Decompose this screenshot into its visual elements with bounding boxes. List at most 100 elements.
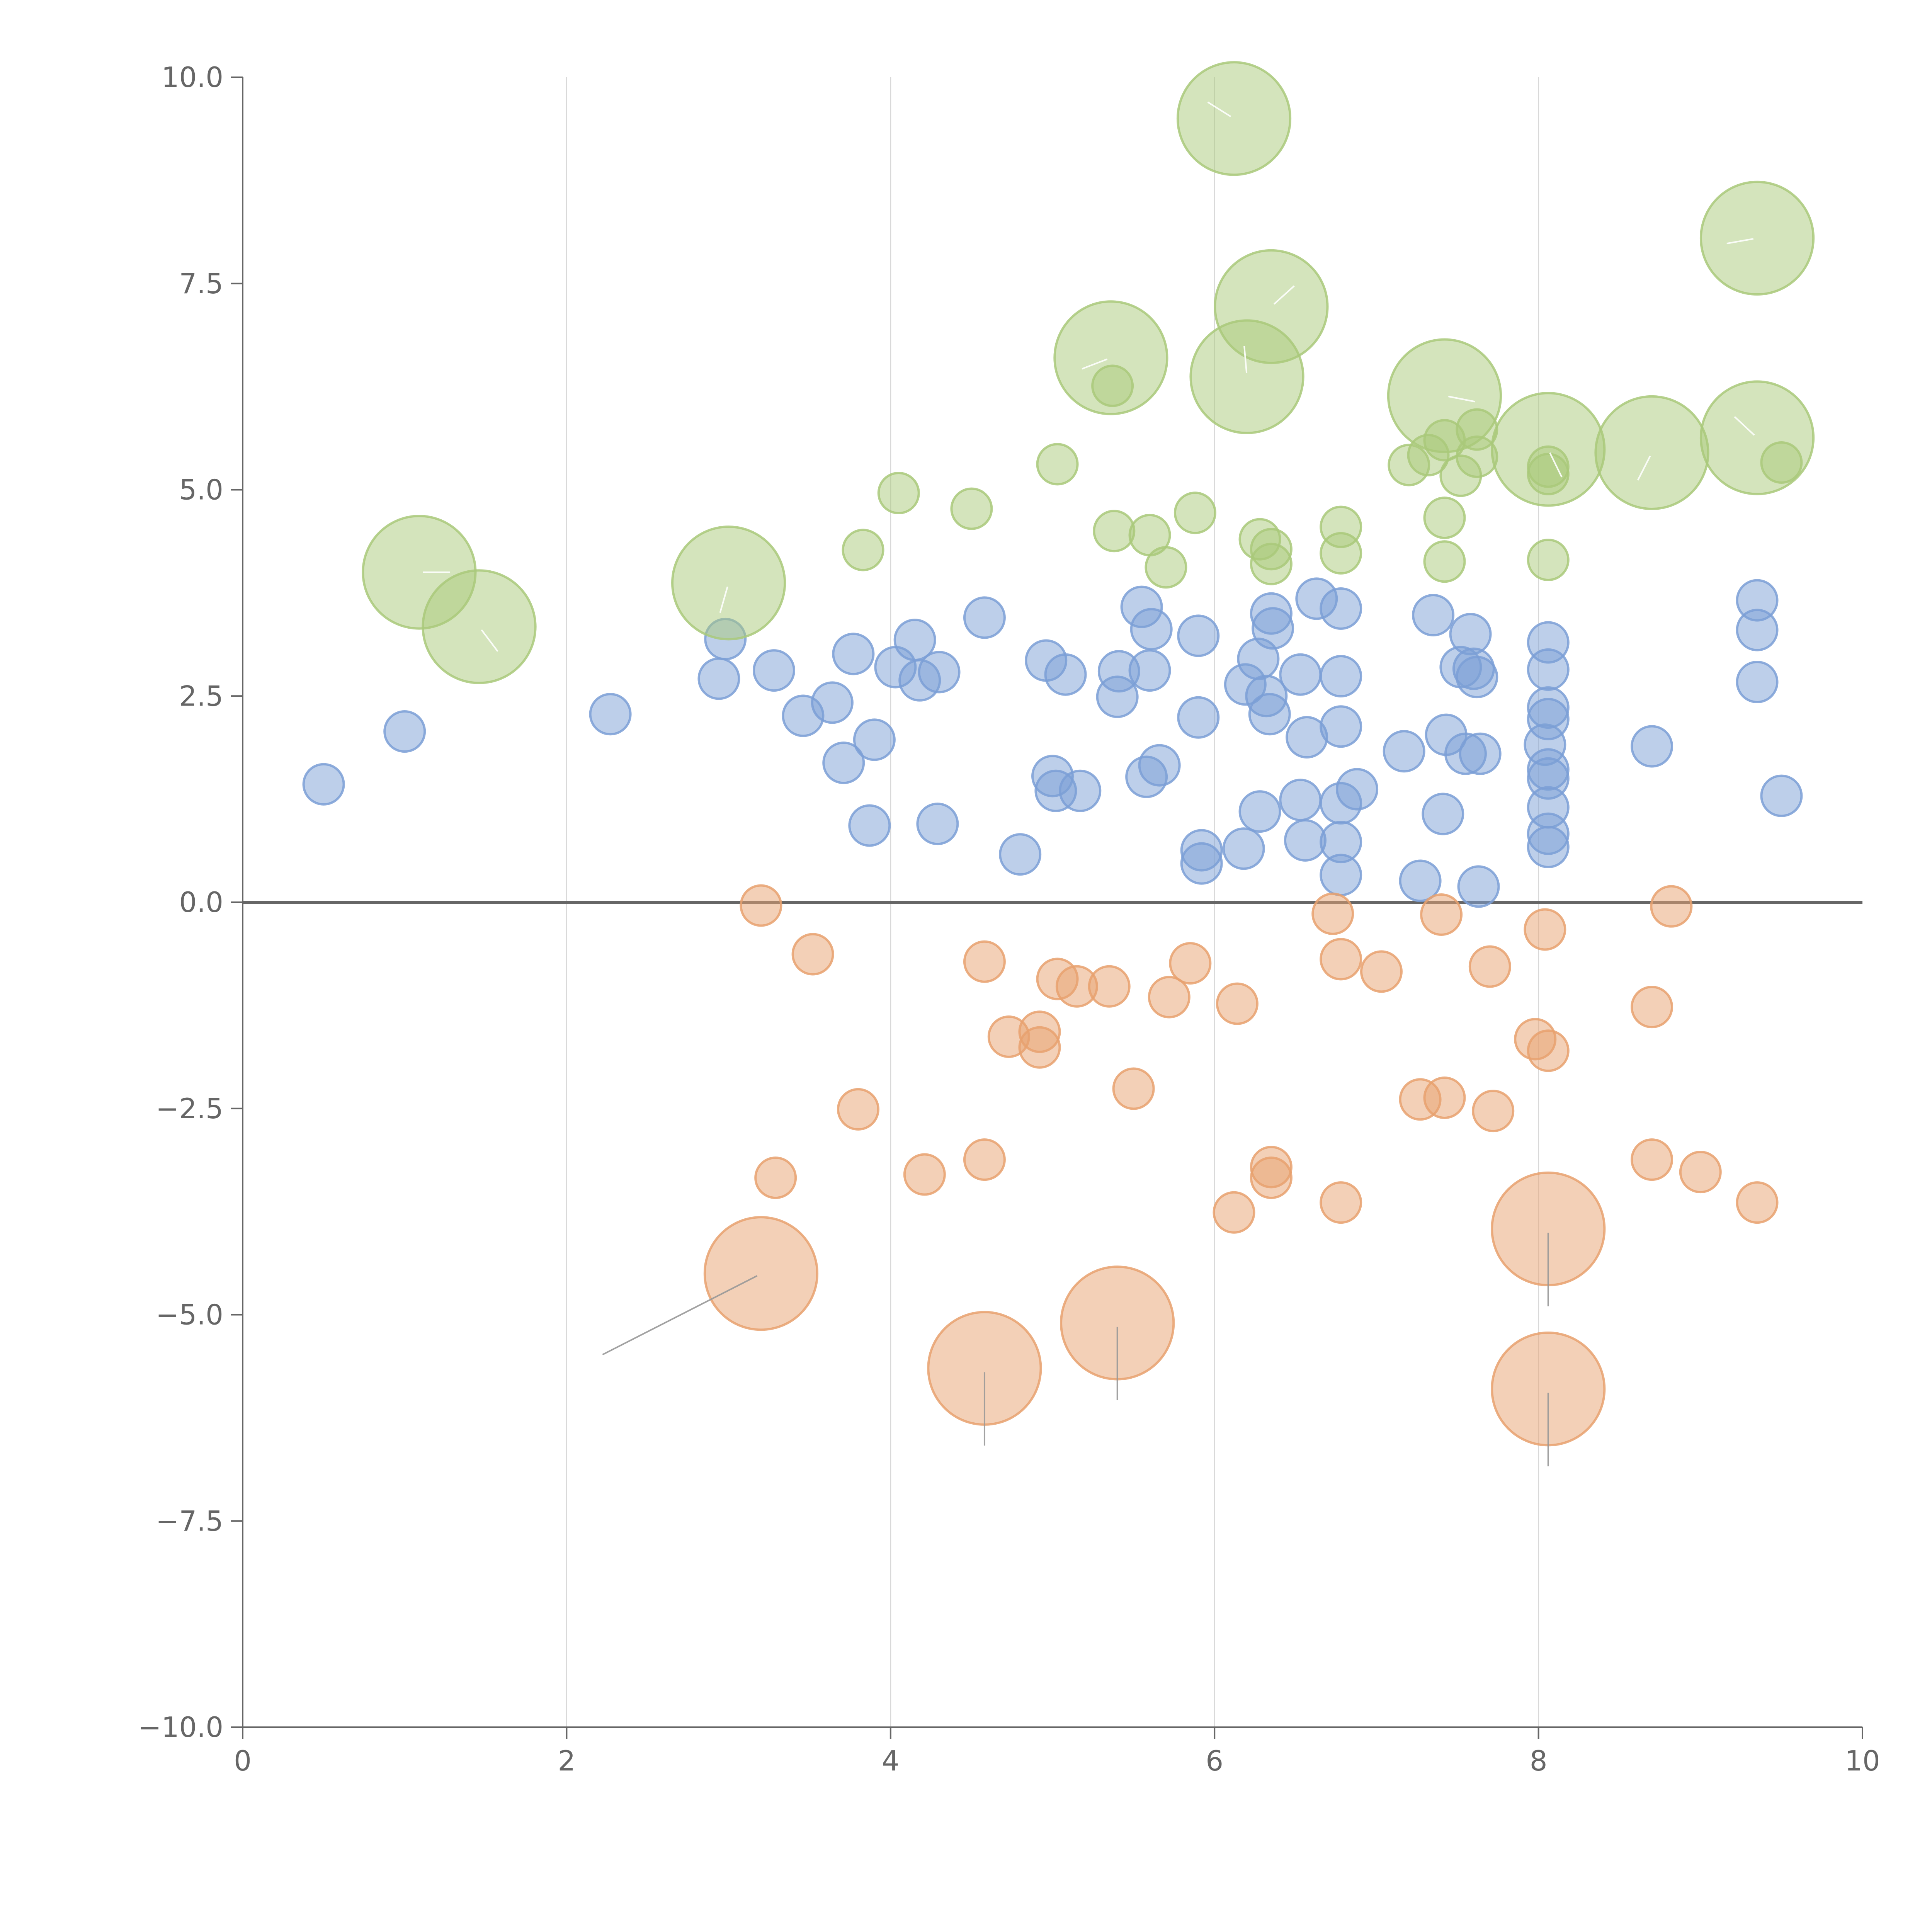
orange-bubble <box>1018 1026 1061 1069</box>
green-bubble <box>877 472 920 515</box>
green-bubble <box>1214 249 1329 364</box>
blue-bubble <box>1177 696 1220 739</box>
orange-bubble <box>1148 976 1190 1019</box>
green-bubble <box>1527 538 1570 581</box>
orange-bubble <box>740 884 782 927</box>
x-tick-label: 2 <box>558 1745 575 1777</box>
blue-bubble <box>1238 790 1281 833</box>
orange-bubble <box>1631 1138 1673 1181</box>
blue-bubble <box>302 763 345 806</box>
blue-bubble <box>1456 656 1498 699</box>
y-tick-label: 2.5 <box>179 680 223 712</box>
blue-bubble <box>1284 819 1327 862</box>
orange-bubble <box>1088 965 1131 1008</box>
blue-bubble <box>752 649 795 692</box>
blue-bubble <box>1736 609 1779 651</box>
blue-bubble <box>1320 587 1362 630</box>
green-bubble <box>1036 443 1079 486</box>
green-leader-line <box>1734 416 1755 436</box>
blue-bubble <box>1527 698 1570 741</box>
blue-bubble <box>1422 793 1464 835</box>
blue-bubble <box>1177 614 1220 657</box>
blue-bubble <box>1279 779 1322 821</box>
blue-bubble <box>1457 865 1500 908</box>
blue-bubble <box>916 803 959 845</box>
orange-bubble <box>1320 938 1362 981</box>
orange-bubble <box>1679 1151 1722 1194</box>
orange-bubble <box>1527 1029 1570 1072</box>
y-tick-label: 7.5 <box>179 267 223 300</box>
green-bubble <box>1423 497 1466 539</box>
green-leader-line <box>1549 452 1563 478</box>
y-tick-label: 5.0 <box>179 474 223 506</box>
blue-bubble <box>832 633 875 675</box>
green-leader-line <box>1637 456 1651 481</box>
green-bubble <box>1093 510 1136 553</box>
green-leader-line <box>481 629 498 652</box>
green-leader-line <box>1274 285 1295 305</box>
orange-bubble <box>1360 950 1403 993</box>
blue-bubble <box>918 651 961 694</box>
green-leader-line <box>719 586 728 613</box>
blue-bubble <box>999 833 1042 876</box>
blue-bubble <box>1128 649 1171 692</box>
blue-bubble <box>1336 768 1379 811</box>
blue-bubble <box>1222 827 1265 870</box>
green-bubble <box>1320 532 1362 575</box>
green-bubble <box>422 569 537 684</box>
points-layer <box>302 61 1815 1447</box>
green-leader-line <box>1243 346 1248 373</box>
orange-bubble <box>1524 908 1566 951</box>
blue-bubble <box>1412 594 1455 637</box>
orange-bubble <box>1169 942 1212 985</box>
blue-bubble <box>1044 653 1087 696</box>
orange-bubble <box>1320 1181 1362 1224</box>
orange-bubble <box>791 933 834 976</box>
green-bubble <box>1091 364 1134 407</box>
green-bubble <box>950 487 993 530</box>
blue-bubble <box>1130 608 1173 651</box>
blue-bubble <box>383 710 426 753</box>
blue-bubble <box>853 718 896 761</box>
blue-bubble <box>1138 744 1181 787</box>
green-leader-line <box>1082 358 1108 370</box>
green-leader-line <box>1207 101 1231 117</box>
green-bubble <box>1423 540 1466 583</box>
orange-bubble <box>1423 1076 1466 1119</box>
y-tick-label: −5.0 <box>156 1299 223 1331</box>
blue-bubble <box>1320 655 1362 698</box>
blue-bubble <box>1736 660 1779 703</box>
leaders-layer <box>423 101 1755 1466</box>
orange-bubble <box>754 1156 797 1199</box>
orange-leader-line <box>602 1275 758 1355</box>
orange-bubble <box>837 1088 879 1131</box>
green-bubble <box>1527 452 1570 495</box>
blue-bubble <box>1252 607 1294 650</box>
orange-bubble <box>1216 982 1259 1025</box>
y-tick-label: 0.0 <box>179 886 223 918</box>
orange-bubble <box>1112 1067 1155 1110</box>
green-bubble <box>1699 180 1815 296</box>
orange-bubble <box>1468 945 1511 988</box>
blue-bubble <box>697 657 740 700</box>
ticks-layer: 0 2 4 6 8 10 10.0 7.5 5.0 2.5 0.0 −2.5 −5.0 −7.5 −10.0 <box>138 61 1880 1777</box>
orange-bubble <box>1631 986 1673 1029</box>
y-tick-label: −2.5 <box>156 1092 223 1125</box>
blue-bubble <box>1320 705 1362 748</box>
blue-bubble <box>1320 854 1362 896</box>
green-bubble <box>1176 61 1292 176</box>
blue-bubble <box>1760 774 1803 817</box>
green-bubble <box>1173 492 1216 534</box>
blue-bubble <box>589 693 632 736</box>
x-tick-label: 8 <box>1530 1745 1548 1777</box>
green-leader-line <box>1726 238 1754 245</box>
blue-bubble <box>1459 732 1502 775</box>
blue-bubble <box>1527 825 1570 868</box>
green-bubble <box>1456 435 1498 478</box>
orange-bubble <box>903 1153 946 1196</box>
axes-layer <box>242 77 1862 1728</box>
y-tick-label: −10.0 <box>138 1711 223 1743</box>
y-tick-label: −7.5 <box>156 1505 223 1537</box>
